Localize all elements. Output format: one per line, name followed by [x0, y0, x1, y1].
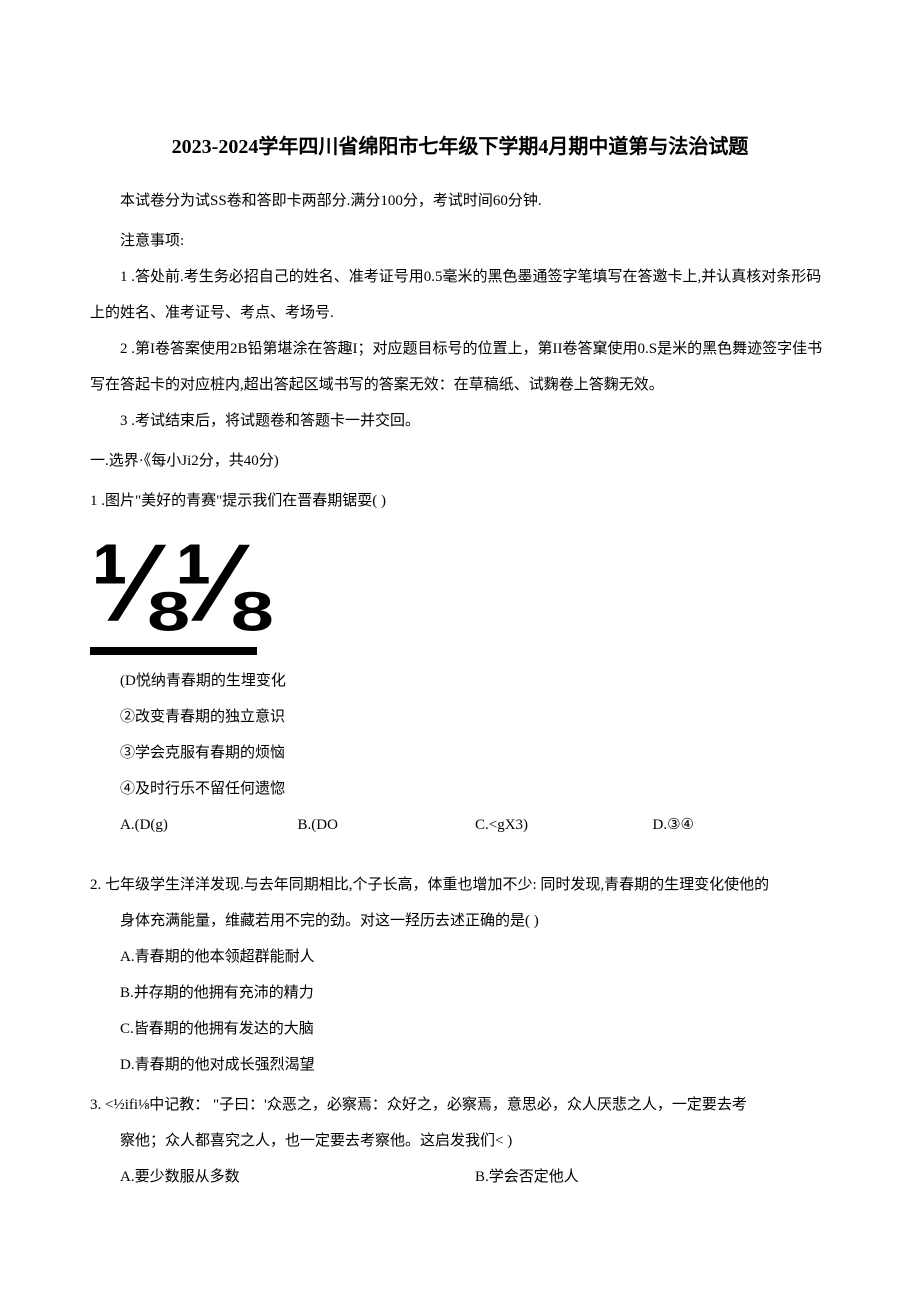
q2-choice-a: A.青春期的他本领超群能耐人 [90, 939, 830, 975]
q1-choice-b: B.(DO [298, 807, 476, 843]
q1-choice-c: C.<gX3) [475, 807, 653, 843]
q2-stem-line2: 身体充满能量，维藏若用不完的劲。对这一羟历去述正确的是( ) [90, 903, 830, 939]
question-3: 3. <½ifi⅛中记教： "子曰：'众恶之，必察焉：众好之，必察焉，意思必，众… [90, 1087, 830, 1195]
notice-item-1: 1 .答处前.考生务必招自己的姓名、准考证号用0.5毫米的黑色墨通签字笔填写在答… [90, 259, 830, 331]
q3-choice-b: B.学会否定他人 [475, 1159, 830, 1195]
q3-stem-line1: 3. <½ifi⅛中记教： "子曰：'众恶之，必察焉：众好之，必察焉，意思必，众… [90, 1087, 830, 1123]
q1-choice-d: D.③④ [653, 807, 831, 843]
question-2: 2. 七年级学生洋洋发现.与去年同期相比,个子长高，体重也增加不少: 同时发现,… [90, 867, 830, 1083]
q1-choice-a: A.(D(g) [120, 807, 298, 843]
q1-subopt-1: (D悦纳青春期的生埋变化 [90, 663, 830, 699]
q1-subopt-3: ③学会克服有春期的烦恼 [90, 735, 830, 771]
notice-header: 注意事项: [90, 223, 830, 259]
notice-item-3: 3 .考试结束后，将试题卷和答题卡一并交回。 [90, 403, 830, 439]
exam-intro: 本试卷分为试SS卷和答即卡两部分.满分100分，考试时间60分钟. [90, 183, 830, 219]
section-header: 一.选界·《每小Ji2分，共40分) [90, 443, 830, 479]
notice-item-2: 2 .第I卷答案使用2B铅第堪涂在答趣I；对应题目标号的位置上，第II卷答窠使用… [90, 331, 830, 403]
q1-fraction-image: ⅛⅛ [90, 529, 257, 655]
q2-choice-d: D.青春期的他对成长强烈渴望 [90, 1047, 830, 1083]
q3-choices-row1: A.要少数服从多数 B.学会否定他人 [90, 1159, 830, 1195]
q3-stem-line2: 察他；众人都喜究之人，也一定要去考察他。这启发我们< ) [90, 1123, 830, 1159]
q2-stem-line1: 2. 七年级学生洋洋发现.与去年同期相比,个子长高，体重也增加不少: 同时发现,… [90, 867, 830, 903]
q1-subopt-2: ②改变青春期的独立意识 [90, 699, 830, 735]
q2-choice-c: C.皆春期的他拥有发达的大脑 [90, 1011, 830, 1047]
exam-title: 2023-2024学年四川省绵阳市七年级下学期4月期中道第与法治试题 [90, 130, 830, 159]
q2-choice-b: B.并存期的他拥有充沛的精力 [90, 975, 830, 1011]
q3-choice-a: A.要少数服从多数 [120, 1159, 475, 1195]
question-1: 1 .图片"美好的青赛"提示我们在晋春期锯耍( ) ⅛⅛ (D悦纳青春期的生埋变… [90, 483, 830, 843]
q1-stem: 1 .图片"美好的青赛"提示我们在晋春期锯耍( ) [90, 483, 830, 519]
q1-subopt-4: ④及时行乐不留任何遗惚 [90, 771, 830, 807]
q1-choices: A.(D(g) B.(DO C.<gX3) D.③④ [90, 807, 830, 843]
